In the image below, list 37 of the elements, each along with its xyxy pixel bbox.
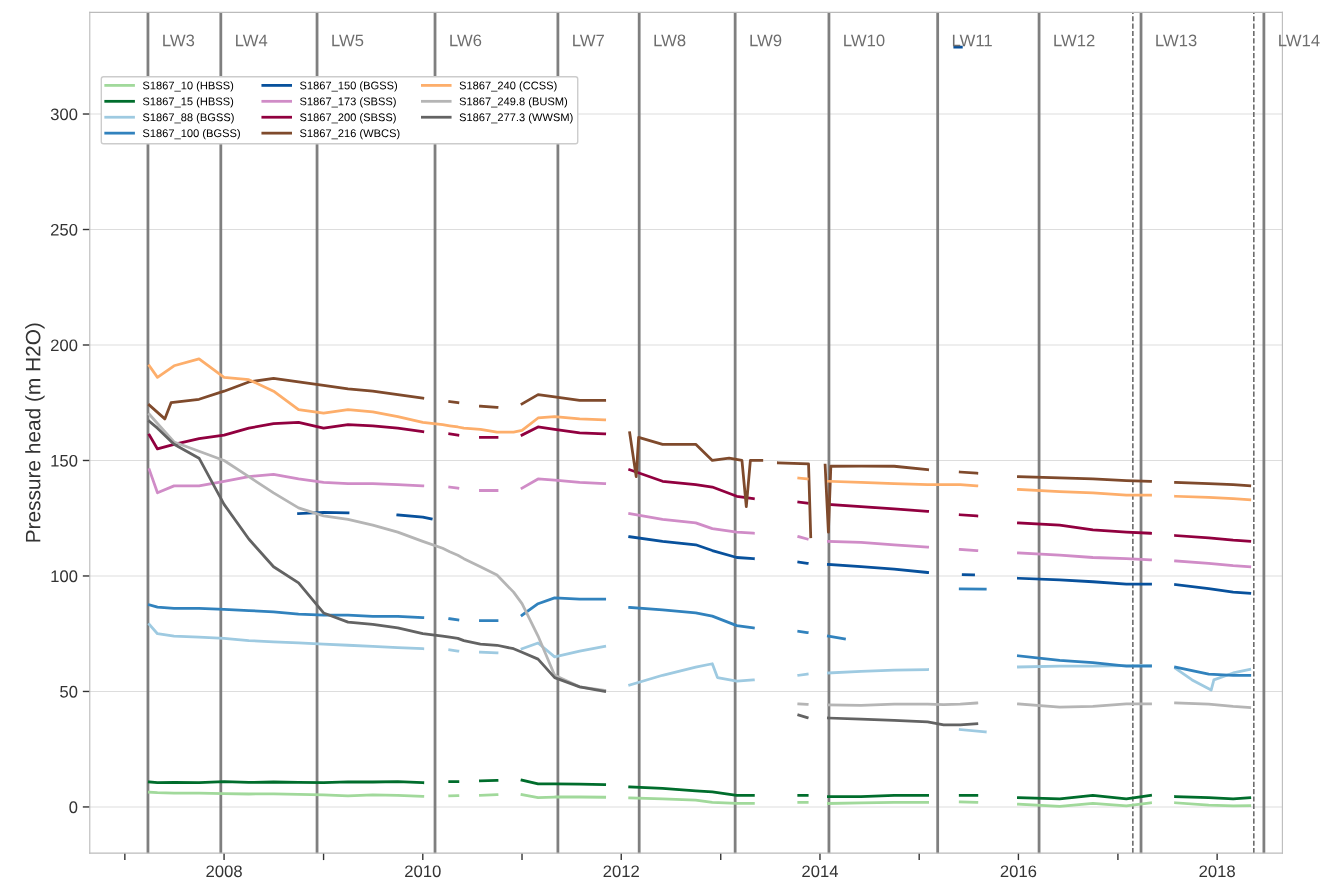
ref-line-label: LW5 [332, 34, 364, 47]
x-tick-label: 2010 [405, 865, 441, 878]
ref-line-label: LW11 [952, 34, 992, 47]
x-tick-label: 2016 [1000, 865, 1037, 878]
y-tick-label: 300 [50, 108, 78, 121]
x-tick-label: 2018 [1199, 865, 1235, 878]
legend-label: S1867_100 (BGSS) [142, 128, 240, 140]
ref-line-label: LW10 [844, 34, 885, 47]
ref-line-label: LW6 [450, 34, 482, 47]
y-tick-label: 250 [51, 223, 78, 236]
legend-label: S1867_15 (HBSS) [142, 97, 234, 108]
y-tick-label: 100 [51, 570, 78, 583]
legend-label: S1867_88 (BGSS) [142, 113, 234, 124]
y-tick-label: 0 [69, 801, 78, 814]
ref-line-label: LW7 [573, 34, 604, 47]
x-tick-label: 2014 [802, 865, 839, 878]
legend-label: S1867_216 (WBCS) [300, 128, 400, 140]
legend-label: S1867_277.3 (WWSM) [459, 113, 573, 124]
legend-label: S1867_10 (HBSS) [142, 81, 234, 92]
ref-line-label: LW12 [1054, 34, 1095, 47]
y-axis-title: Pressure head (m H2O) [25, 323, 45, 542]
y-tick-label: 50 [60, 685, 78, 698]
y-tick-label: 200 [51, 339, 78, 352]
legend-label: S1867_173 (SBSS) [300, 97, 396, 108]
legend-label: S1867_240 (CCSS) [459, 81, 557, 92]
x-tick-label: 2008 [206, 865, 242, 878]
ref-line-label: LW8 [654, 34, 686, 47]
legend-label: S1867_150 (BGSS) [300, 81, 398, 92]
ref-line-label: LW9 [750, 34, 782, 47]
x-tick-label: 2012 [603, 865, 639, 878]
ref-line-label: LW3 [163, 34, 195, 47]
ref-line-label: LW14 [1279, 34, 1320, 47]
legend-label: S1867_249.8 (BUSM) [459, 97, 568, 108]
ref-line-label: LW4 [236, 34, 268, 47]
ref-line-label: LW13 [1156, 34, 1197, 47]
legend-label: S1867_200 (SBSS) [300, 113, 396, 124]
y-tick-label: 150 [51, 454, 78, 467]
